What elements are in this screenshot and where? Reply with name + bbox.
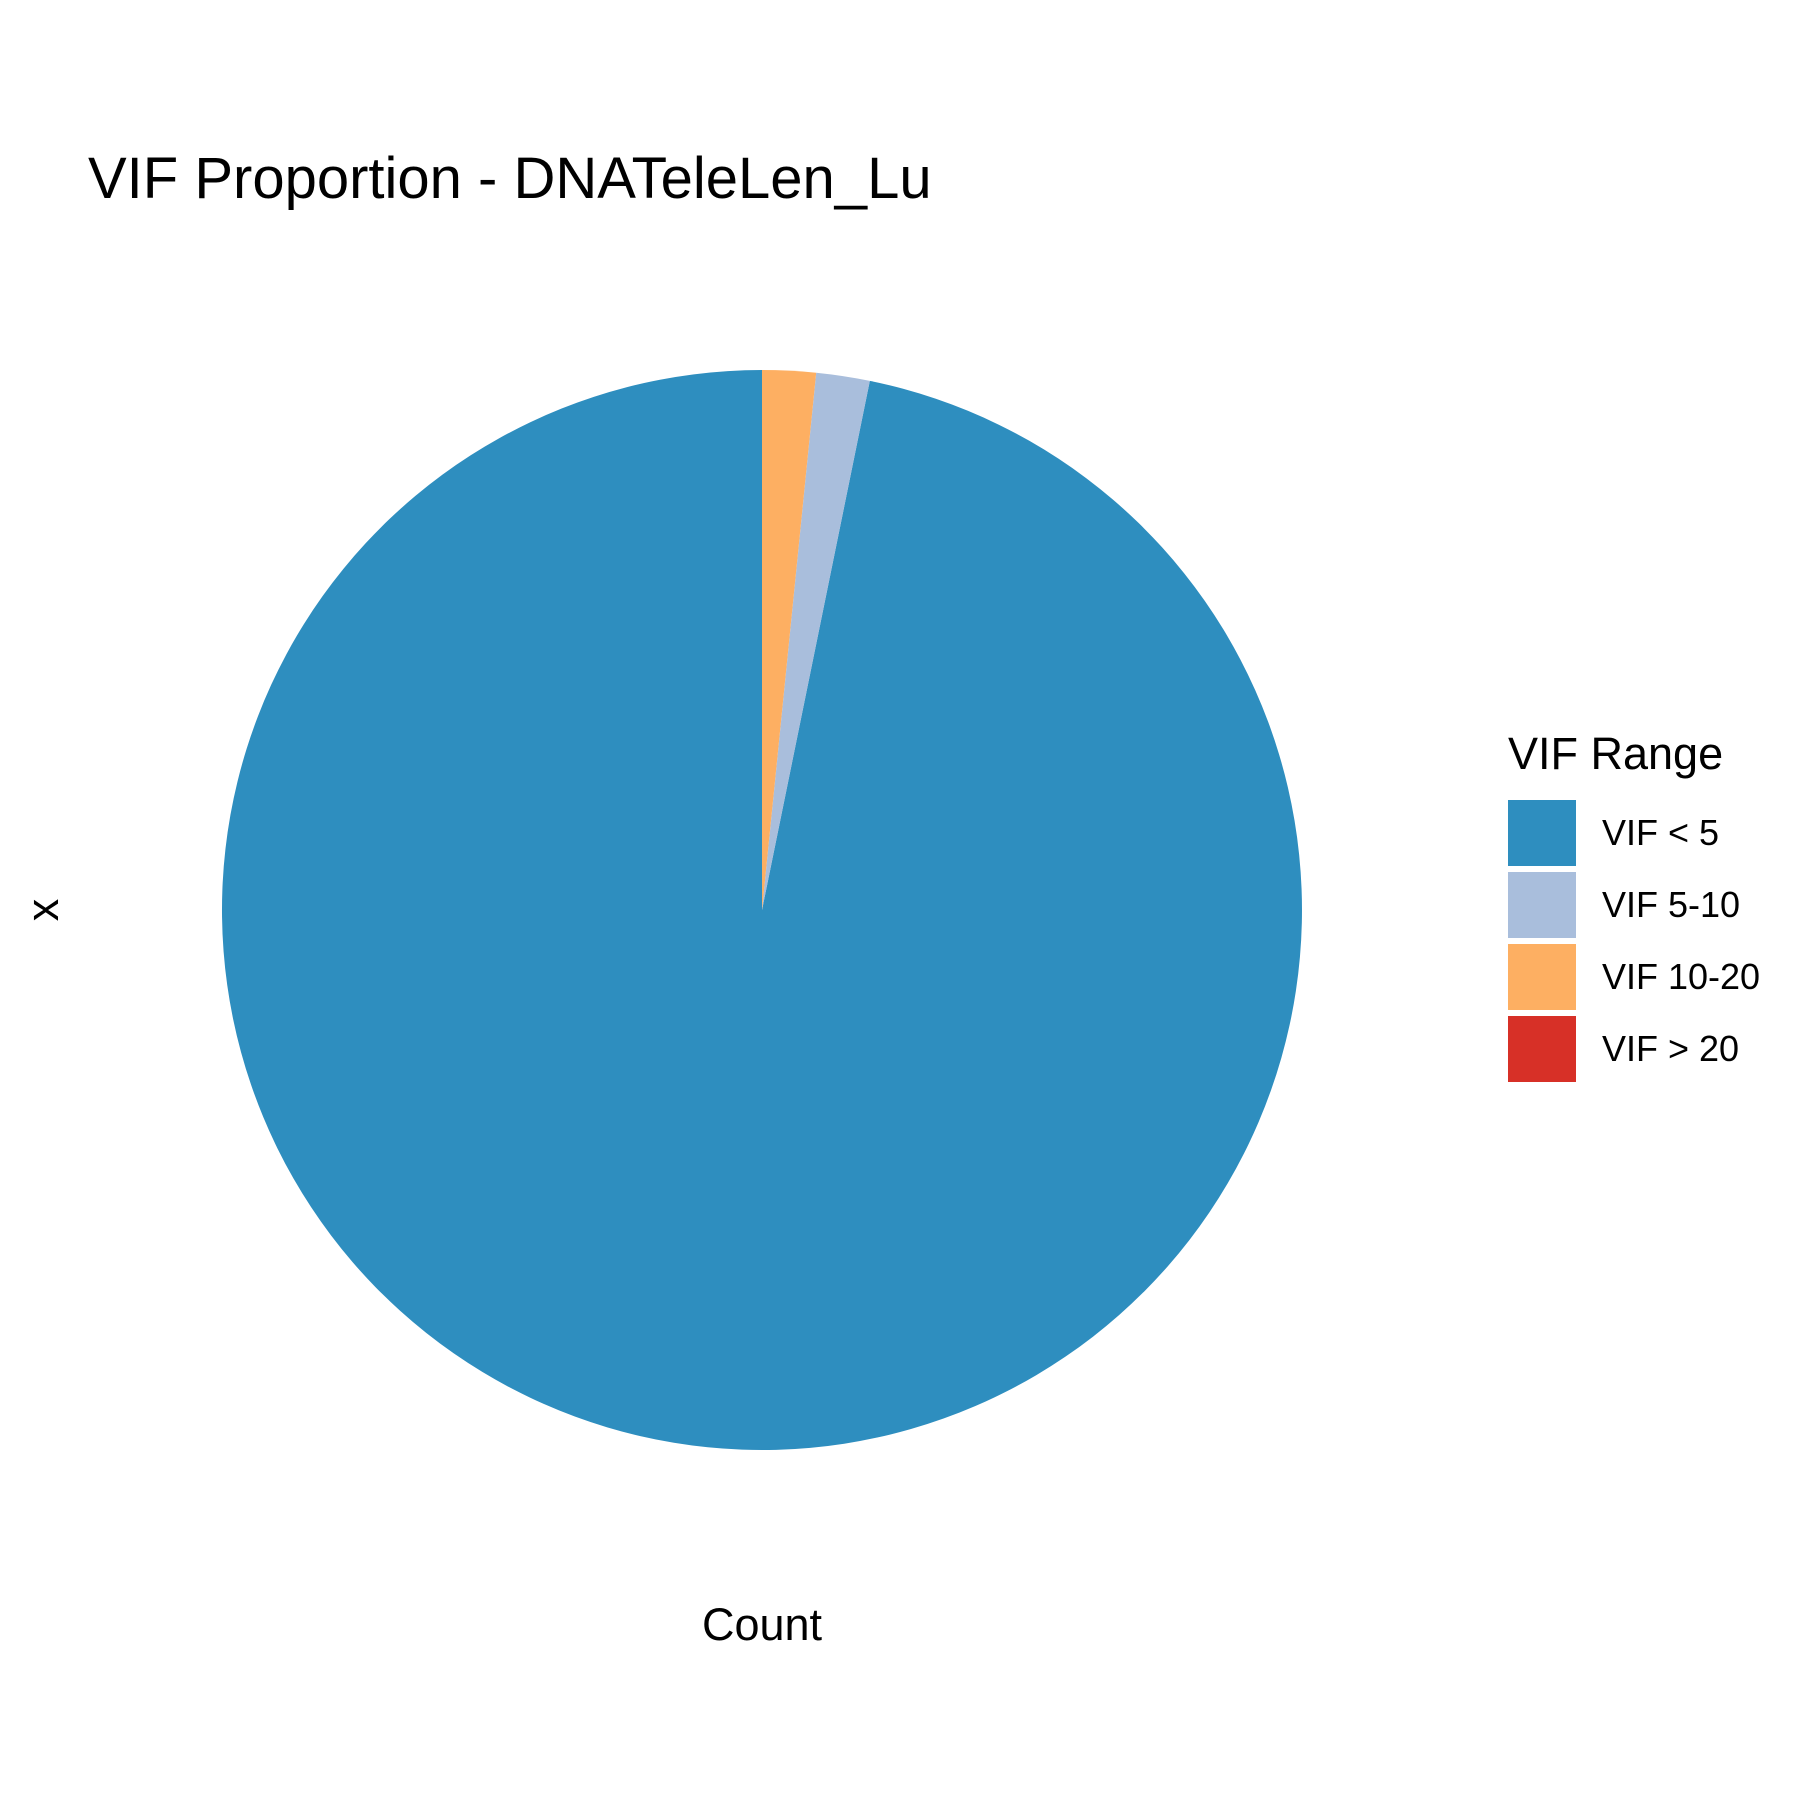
pie-slice-vif-5-10 xyxy=(762,372,870,911)
legend-label-vif-10-20: VIF 10-20 xyxy=(1602,956,1760,997)
legend-label-vif-5-10: VIF 5-10 xyxy=(1602,884,1740,925)
legend-title: VIF Range xyxy=(1508,728,1723,779)
legend-key-vif-5 xyxy=(1508,800,1576,866)
pie-slices xyxy=(221,370,1302,1450)
pie-slice-vif-10-20 xyxy=(762,370,817,910)
legend-key-vif-5-10 xyxy=(1508,872,1576,938)
legend-label-vif-20: VIF > 20 xyxy=(1602,1028,1739,1069)
y-axis-label: x xyxy=(17,898,68,921)
x-axis-label: Count xyxy=(702,1599,823,1650)
legend: VIF < 5 VIF 5-10 VIF 10-20 VIF > 20 xyxy=(1508,800,1760,1082)
chart-title: VIF Proportion - DNATeleLen_Lu xyxy=(88,146,932,211)
legend-key-vif-10-20 xyxy=(1508,944,1576,1010)
pie-slice-vif-5 xyxy=(221,370,1302,1450)
legend-key-vif-20 xyxy=(1508,1016,1576,1082)
legend-label-vif-5: VIF < 5 xyxy=(1602,812,1719,853)
